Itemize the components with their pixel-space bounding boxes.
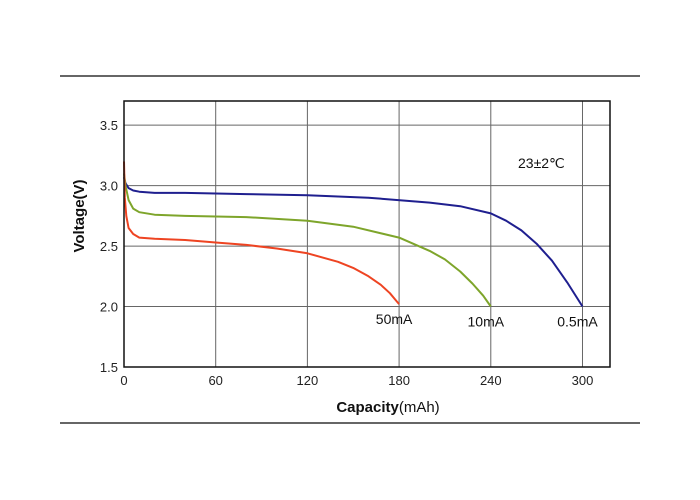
plot-frame — [123, 100, 611, 368]
y-tick-label: 2.0 — [100, 300, 118, 315]
series-labels: 0.5mA 10mA 50mA — [376, 311, 599, 329]
x-axis-title: Capacity(mAh) — [336, 399, 439, 416]
x-axis-title-bold: Capacity — [336, 399, 399, 416]
tick-labels: 0 60 120 180 240 300 1.5 2.0 2.5 3.0 3.5 — [100, 118, 593, 388]
y-tick-label: 1.5 — [100, 360, 118, 375]
y-tick-label: 3.0 — [100, 179, 118, 194]
series-line — [123, 173, 492, 308]
series-line — [123, 176, 584, 308]
x-tick-label: 300 — [572, 373, 594, 388]
series-lines — [123, 161, 584, 308]
x-tick-label: 180 — [388, 373, 410, 388]
y-tick-label: 2.5 — [100, 239, 118, 254]
y-tick-label: 3.5 — [100, 118, 118, 133]
x-tick-label: 240 — [480, 373, 502, 388]
series-label: 10mA — [468, 314, 505, 330]
x-axis-title-unit: (mAh) — [399, 399, 440, 416]
series-label: 50mA — [376, 311, 413, 327]
x-tick-label: 60 — [208, 373, 222, 388]
grid — [124, 101, 610, 367]
temperature-annotation: 23±2℃ — [518, 155, 565, 171]
y-axis-title: Voltage(V) — [71, 179, 88, 252]
series-label: 0.5mA — [557, 314, 598, 330]
x-tick-label: 0 — [120, 373, 127, 388]
x-tick-label: 120 — [297, 373, 319, 388]
series-line — [123, 161, 400, 305]
